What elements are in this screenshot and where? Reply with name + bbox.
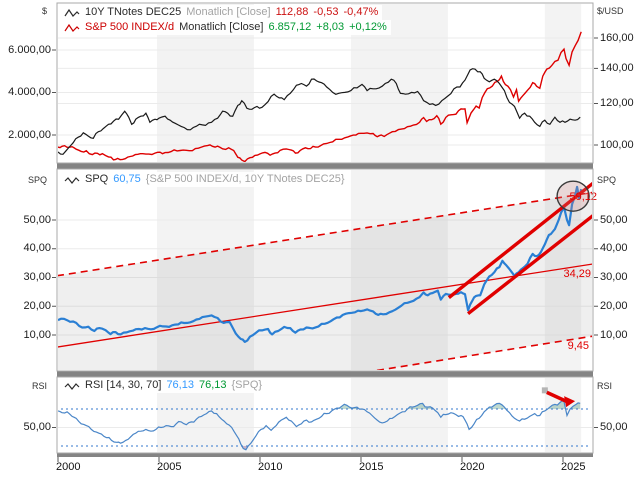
indicator-value-1: 76,13 <box>166 379 194 391</box>
spq-series-line <box>58 185 583 343</box>
series-name: SPQ <box>85 173 109 185</box>
y-axis-tick-label: 100,00 <box>600 138 634 151</box>
y-axis-tick-label: 120,00 <box>600 96 634 109</box>
series-name: RSI [14, 30, 70] <box>85 379 162 391</box>
panel-separator[interactable] <box>57 371 593 377</box>
year-stripe <box>350 170 448 370</box>
line-series-icon <box>64 8 80 17</box>
price-right-axis-caption: $/USD <box>597 6 624 16</box>
spq-plot-group <box>58 180 592 370</box>
year-stripe <box>350 378 448 452</box>
series-last-value: 60,75 <box>113 173 141 185</box>
arrow-annotation-head <box>564 396 576 408</box>
dashed-channel-lower <box>374 335 592 370</box>
y-axis-tick-label: 10,00 <box>23 328 51 341</box>
spq-plot-border <box>56 168 594 372</box>
lower-channel-value-label: 9,45 <box>568 340 589 352</box>
series-sources: {SPQ} <box>231 379 263 391</box>
spq-legend[interactable]: SPQ 60,75 {S&P 500 INDEX/d, 10Y TNotes D… <box>62 172 349 187</box>
y-axis-tick-label: 30,00 <box>23 271 51 283</box>
ellipse-annotation <box>556 180 590 212</box>
spq-plot-area[interactable] <box>57 169 593 371</box>
y-axis-tick-label: 40,00 <box>600 242 628 255</box>
spq-left-axis-caption: SPQ <box>27 175 47 185</box>
y-axis-tick-label: 10,00 <box>600 328 628 341</box>
indicator-value-2: 76,13 <box>198 379 227 391</box>
legend-row-tnotes[interactable]: 10Y TNotes DEC25 Monatlich [Close] 112,8… <box>62 5 383 20</box>
y-axis-tick-label: 20,00 <box>23 299 51 312</box>
y-axis-tick-label: 160,00 <box>600 31 634 44</box>
series-last-value: 6.857,12 <box>268 21 312 33</box>
annotation-handle <box>541 387 548 394</box>
y-axis-tick-label: 6.000,00 <box>8 43 51 56</box>
y-axis-tick-label: 50,00 <box>23 421 51 433</box>
series-last-value: 112,88 <box>275 6 309 18</box>
dashed-channel-upper <box>58 191 592 277</box>
y-axis-tick-label: 140,00 <box>600 61 634 74</box>
series-change-pct: +0,12% <box>349 21 387 33</box>
trendline-value-label: 34,29 <box>563 268 591 280</box>
x-axis-tick-label: 2005 <box>157 461 182 473</box>
x-axis-tick-label: 2010 <box>258 461 283 473</box>
price-plot-border <box>56 2 594 164</box>
price-left-axis-caption: $ <box>41 6 47 16</box>
y-axis-tick-label: 2.000,00 <box>8 128 51 141</box>
spq-plot-bg <box>57 169 593 371</box>
rsi-legend[interactable]: RSI [14, 30, 70] 76,13 76,13 {SPQ} <box>62 378 267 393</box>
x-axis-tick-label: 2000 <box>56 461 81 473</box>
series-name: S&P 500 INDEX/d <box>85 21 175 33</box>
year-stripe <box>544 378 582 452</box>
line-series-icon <box>64 23 80 32</box>
y-axis-tick-label: 50,00 <box>600 213 628 226</box>
tnotes-series-line <box>58 68 581 155</box>
thick-trend-channel-lower <box>467 214 592 316</box>
series-interval: Monatlich [Close] <box>179 21 264 33</box>
legend-row-rsi[interactable]: RSI [14, 30, 70] 76,13 76,13 {SPQ} <box>62 378 267 393</box>
rsi-plot-border <box>56 376 594 454</box>
rsi-left-axis-caption: RSI <box>31 381 47 391</box>
sp500-series-line <box>58 31 582 162</box>
rsi-series-line <box>58 400 581 451</box>
y-axis-tick-label: 30,00 <box>600 271 628 283</box>
series-change: -0,53 <box>313 6 339 18</box>
rsi-right-axis-caption: RSI <box>597 381 613 391</box>
series-interval: Monatlich [Close] <box>186 6 271 18</box>
series-change: +8,03 <box>316 21 345 33</box>
y-axis-tick-label: 50,00 <box>600 421 628 433</box>
rsi-plot-group <box>58 387 589 451</box>
upper-channel-value-label: 59,12 <box>569 191 597 203</box>
year-stripe <box>544 4 582 162</box>
y-axis-tick-label: 4.000,00 <box>8 86 51 98</box>
x-axis-tick-label: 2015 <box>359 461 384 473</box>
series-change-pct: -0,47% <box>343 6 379 18</box>
price-plot-group <box>58 31 582 162</box>
legend-row-spq[interactable]: SPQ 60,75 {S&P 500 INDEX/d, 10Y TNotes D… <box>62 172 349 187</box>
panel-separator[interactable] <box>57 163 593 169</box>
series-sources: {S&P 500 INDEX/d, 10Y TNotes DEC25} <box>145 173 345 185</box>
y-axis-tick-label: 50,00 <box>23 213 51 226</box>
line-series-icon <box>64 382 80 390</box>
thick-trend-channel-upper <box>447 181 592 299</box>
x-axis-tick-label: 2025 <box>561 461 586 473</box>
series-name: 10Y TNotes DEC25 <box>85 6 182 18</box>
price-legend[interactable]: 10Y TNotes DEC25 Monatlich [Close] 112,8… <box>62 5 391 35</box>
y-axis-tick-label: 20,00 <box>600 299 628 312</box>
trendline <box>58 263 592 348</box>
arrow-annotation-shaft <box>546 390 569 404</box>
legend-row-sp500[interactable]: S&P 500 INDEX/d Monatlich [Close] 6.857,… <box>62 20 391 35</box>
panel-separator[interactable] <box>57 453 593 457</box>
x-axis-tick-label: 2020 <box>460 461 485 473</box>
spq-right-axis-caption: SPQ <box>597 175 617 185</box>
line-series-icon <box>64 176 80 184</box>
y-axis-tick-label: 40,00 <box>23 242 51 255</box>
